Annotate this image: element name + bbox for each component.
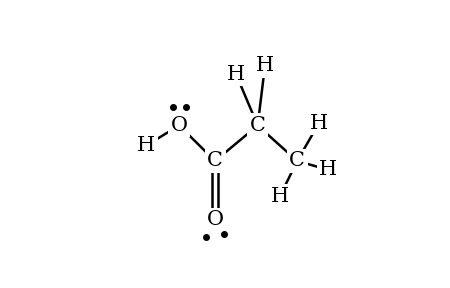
Text: O: O bbox=[207, 210, 224, 229]
Text: H: H bbox=[137, 136, 155, 155]
Text: O: O bbox=[171, 116, 188, 135]
Text: C: C bbox=[250, 116, 266, 135]
Text: H: H bbox=[271, 187, 289, 206]
Text: C: C bbox=[207, 151, 223, 170]
Text: H: H bbox=[227, 65, 245, 84]
Text: C: C bbox=[289, 151, 305, 170]
Text: H: H bbox=[319, 160, 337, 179]
Text: H: H bbox=[310, 114, 328, 133]
Text: H: H bbox=[256, 56, 274, 75]
